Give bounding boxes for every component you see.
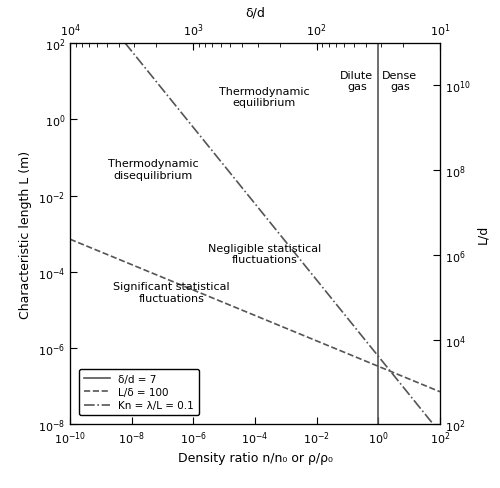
Y-axis label: Characteristic length L (m): Characteristic length L (m) <box>20 150 32 318</box>
Text: Thermodynamic
equilibrium: Thermodynamic equilibrium <box>219 86 310 108</box>
X-axis label: δ/d: δ/d <box>245 7 265 20</box>
Text: Thermodynamic
disequilibrium: Thermodynamic disequilibrium <box>108 159 198 181</box>
Y-axis label: L/d: L/d <box>476 224 489 244</box>
Text: Significant statistical
fluctuations: Significant statistical fluctuations <box>114 282 230 303</box>
X-axis label: Density ratio n/n₀ or ρ/ρ₀: Density ratio n/n₀ or ρ/ρ₀ <box>178 451 332 465</box>
Text: Dilute
gas: Dilute gas <box>340 71 374 92</box>
Text: Negligible statistical
fluctuations: Negligible statistical fluctuations <box>208 244 321 265</box>
Legend: δ/d = 7, L/δ = 100, Kn = λ/L = 0.1: δ/d = 7, L/δ = 100, Kn = λ/L = 0.1 <box>79 369 200 416</box>
Text: Dense
gas: Dense gas <box>382 71 418 92</box>
